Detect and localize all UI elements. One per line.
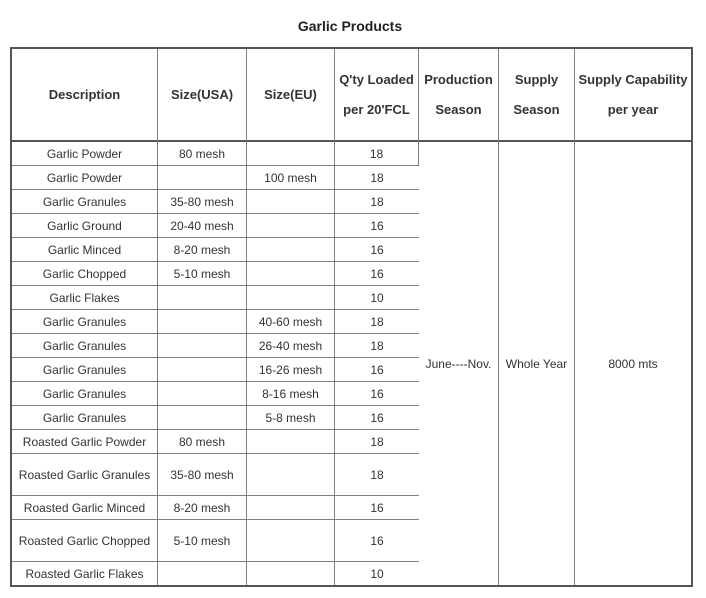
cell-description: Garlic Ground [12, 214, 158, 238]
cell-qty: 16 [335, 238, 419, 262]
cell-size-usa [158, 382, 247, 406]
cell-size-usa [158, 562, 247, 585]
cell-description: Roasted Garlic Granules [12, 454, 158, 496]
cell-size-eu [247, 190, 335, 214]
cell-size-eu [247, 454, 335, 496]
cell-description: Garlic Granules [12, 382, 158, 406]
cell-supply-season: Whole Year [499, 142, 575, 585]
cell-qty: 18 [335, 334, 419, 358]
cell-qty: 16 [335, 262, 419, 286]
page-title: Garlic Products [297, 18, 403, 34]
garlic-products-table: Description Size(USA) Size(EU) Q'ty Load… [10, 47, 693, 587]
table-row: Roasted Garlic Granules 35-80 mesh 18 [12, 454, 691, 496]
cell-size-eu [247, 286, 335, 310]
cell-size-usa: 35-80 mesh [158, 454, 247, 496]
cell-qty: 18 [335, 166, 419, 190]
cell-size-usa [158, 358, 247, 382]
cell-size-eu [247, 430, 335, 454]
cell-size-usa: 35-80 mesh [158, 190, 247, 214]
cell-size-usa [158, 406, 247, 430]
table-row: Garlic Flakes 10 [12, 286, 691, 310]
cell-description: Garlic Minced [12, 238, 158, 262]
cell-qty: 18 [335, 454, 419, 496]
cell-size-eu: 5-8 mesh [247, 406, 335, 430]
cell-description: Garlic Powder [12, 166, 158, 190]
cell-size-eu: 40-60 mesh [247, 310, 335, 334]
table-row: Garlic Powder 80 mesh 18 June----Nov. Wh… [12, 142, 691, 585]
table-row: Garlic Granules 16-26 mesh 16 [12, 358, 691, 382]
cell-description: Garlic Flakes [12, 286, 158, 310]
cell-qty: 10 [370, 566, 384, 581]
cell-size-usa [158, 166, 247, 190]
cell-qty: 18 [335, 430, 419, 454]
cell-size-eu [247, 262, 335, 286]
cell-size-eu: 100 mesh [247, 166, 335, 190]
table-row: Roasted Garlic Powder 80 mesh 18 [12, 430, 691, 454]
cell-qty: 18 [335, 310, 419, 334]
cell-size-eu: 16-26 mesh [247, 358, 335, 382]
header-size-usa: Size(USA) [158, 49, 247, 142]
table-row: Roasted Garlic Minced 8-20 mesh 16 [12, 496, 691, 520]
cell-qty: 10 [335, 286, 419, 310]
cell-qty: 18 [335, 142, 419, 166]
cell-size-eu [247, 214, 335, 238]
cell-qty: 16 [335, 382, 419, 406]
table-row: Garlic Granules 8-16 mesh 16 [12, 382, 691, 406]
cell-description: Garlic Chopped [12, 262, 158, 286]
header-supply-capability: Supply Capability per year [575, 49, 691, 142]
header-size-eu: Size(EU) [247, 49, 335, 142]
table-row: Garlic Chopped 5-10 mesh 16 [12, 262, 691, 286]
table-row: Roasted Garlic Chopped 5-10 mesh 16 [12, 520, 691, 562]
cell-description: Garlic Granules [12, 334, 158, 358]
header-qty-loaded: Q'ty Loaded per 20'FCL [335, 49, 419, 142]
cell-description: Roasted Garlic Chopped [12, 520, 158, 562]
cell-qty: 16 [335, 406, 419, 430]
table-row: Roasted Garlic Flakes 10 [12, 562, 691, 585]
cell-description: Roasted Garlic Powder [12, 430, 158, 454]
cell-size-eu [247, 520, 335, 562]
cell-size-usa: 80 mesh [158, 430, 247, 454]
cell-qty: 18 [335, 190, 419, 214]
header-description: Description [12, 49, 158, 142]
table-row: Garlic Powder 100 mesh 18 [12, 166, 691, 190]
cell-description: Garlic Granules [12, 358, 158, 382]
cell-size-eu: 8-16 mesh [247, 382, 335, 406]
table-row: Garlic Minced 8-20 mesh 16 [12, 238, 691, 262]
cell-size-eu [247, 142, 335, 166]
cell-size-eu [247, 562, 335, 585]
table-row: Garlic Granules 40-60 mesh 18 [12, 310, 691, 334]
cell-qty: 16 [335, 496, 419, 520]
cell-size-usa: 8-20 mesh [158, 496, 247, 520]
cell-description: Garlic Granules [12, 190, 158, 214]
cell-size-usa: 5-10 mesh [158, 262, 247, 286]
cell-size-usa: 80 mesh [158, 142, 247, 166]
cell-description: Garlic Granules [12, 406, 158, 430]
cell-size-eu [247, 496, 335, 520]
cell-qty: 16 [335, 358, 419, 382]
header-row: Description Size(USA) Size(EU) Q'ty Load… [12, 49, 691, 142]
cell-qty: 16 [335, 214, 419, 238]
cell-description: Roasted Garlic Minced [12, 496, 158, 520]
cell-description: Garlic Granules [12, 310, 158, 334]
table-row: Garlic Granules 26-40 mesh 18 [12, 334, 691, 358]
table-row: Garlic Granules 35-80 mesh 18 [12, 190, 691, 214]
cell-size-usa: 5-10 mesh [158, 520, 247, 562]
cell-production-season: June----Nov. [419, 142, 499, 585]
cell-size-usa [158, 310, 247, 334]
cell-size-usa: 8-20 mesh [158, 238, 247, 262]
cell-description: Garlic Powder [12, 142, 158, 166]
table-row: Garlic Granules 5-8 mesh 16 [12, 406, 691, 430]
cell-description: Roasted Garlic Flakes [12, 562, 158, 585]
cell-qty: 16 [335, 520, 419, 562]
cell-size-eu [247, 238, 335, 262]
cell-size-usa [158, 286, 247, 310]
table-row: Garlic Ground 20-40 mesh 16 [12, 214, 691, 238]
cell-size-usa [158, 334, 247, 358]
cell-size-usa: 20-40 mesh [158, 214, 247, 238]
cell-supply-capability: 8000 mts [608, 356, 658, 371]
header-production-season: Production Season [419, 49, 499, 142]
cell-size-eu: 26-40 mesh [247, 334, 335, 358]
header-supply-season: Supply Season [499, 49, 575, 142]
